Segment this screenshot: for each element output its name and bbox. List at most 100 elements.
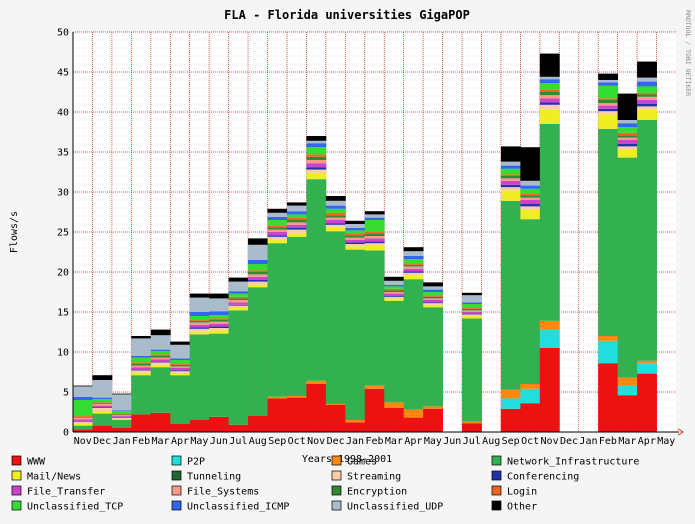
bar-segment xyxy=(598,105,619,109)
bar-segment xyxy=(384,296,405,297)
bar-segment xyxy=(364,243,385,246)
bar-segment xyxy=(306,384,327,432)
bar-segment xyxy=(267,227,288,230)
bar-segment xyxy=(617,377,638,386)
bar-segment xyxy=(384,292,405,294)
bar-segment xyxy=(364,241,385,244)
bar-segment xyxy=(539,124,560,321)
bar-segment xyxy=(325,220,346,224)
bar-segment xyxy=(384,296,405,299)
x-tick-label: May xyxy=(424,436,442,447)
bar-segment xyxy=(520,209,541,220)
bar-segment xyxy=(267,396,288,399)
bar-segment xyxy=(539,104,560,109)
bar-segment xyxy=(384,298,405,301)
bar-segment xyxy=(228,308,249,311)
bar-segment xyxy=(364,238,385,242)
bar-segment xyxy=(170,370,191,372)
bar-segment xyxy=(617,149,638,158)
bar-segment xyxy=(364,385,385,389)
bar-segment xyxy=(286,205,307,212)
bar-segment xyxy=(92,380,113,398)
bar-segment xyxy=(364,214,385,218)
bar-segment xyxy=(286,232,307,237)
bar-segment xyxy=(209,298,230,312)
bar-segment xyxy=(520,197,541,200)
bar-segment xyxy=(423,406,443,409)
legend-label: Streaming xyxy=(347,472,401,483)
bar-segment xyxy=(520,193,541,196)
bar-segment xyxy=(306,147,327,155)
bar-segment xyxy=(209,416,230,432)
bar-segment xyxy=(539,102,560,105)
bar-segment xyxy=(209,293,230,299)
bar-segment xyxy=(92,407,113,408)
bar-segment xyxy=(150,351,171,355)
y-tick-label: 20 xyxy=(57,268,69,279)
legend-swatch xyxy=(491,455,502,466)
bar-segment xyxy=(267,229,288,232)
bar-segment xyxy=(150,356,171,358)
bar-segment xyxy=(520,185,541,189)
legend-label: Mail/News xyxy=(27,472,81,483)
bar-segment xyxy=(500,174,521,176)
bar-segment xyxy=(170,375,191,424)
bar-segment xyxy=(345,242,366,244)
bar-segment xyxy=(384,284,405,287)
x-tick-label: Oct xyxy=(521,436,539,447)
credit-label: RRDTOOL / TOBI OETIKER xyxy=(684,10,692,96)
bar-segment xyxy=(170,372,191,376)
legend-swatch xyxy=(11,500,22,511)
bar-segment xyxy=(345,246,366,250)
bar-segment xyxy=(500,161,521,166)
bar-segment xyxy=(150,359,171,362)
bar-segment xyxy=(286,214,307,218)
legend-swatch xyxy=(171,455,182,466)
y-tick-label: 10 xyxy=(57,348,69,359)
bar-segment xyxy=(637,86,657,93)
x-tick-label: Dec xyxy=(560,436,578,447)
bar-segment xyxy=(228,291,249,294)
bar-segment xyxy=(462,318,482,422)
x-tick-label: Nov xyxy=(307,436,325,447)
bar-segment xyxy=(637,373,657,432)
y-tick-label: 45 xyxy=(57,68,69,79)
x-tick-label: Nov xyxy=(541,436,559,447)
bar-segment xyxy=(150,364,171,368)
legend-swatch xyxy=(11,470,22,481)
bar-segment xyxy=(598,98,619,100)
bar-segment xyxy=(598,340,619,364)
bar-segment xyxy=(617,132,638,136)
x-tick-label: Aug xyxy=(482,436,500,447)
bar-segment xyxy=(539,92,560,96)
bar-segment xyxy=(150,412,171,432)
bar-segment xyxy=(267,235,288,237)
bar-segment xyxy=(111,416,132,417)
bar-segment xyxy=(617,120,638,124)
bar-segment xyxy=(539,329,560,348)
bar-segment xyxy=(500,168,521,175)
bar-segment xyxy=(520,195,541,198)
bar-segment xyxy=(598,100,619,104)
x-tick-label: Feb xyxy=(132,436,150,447)
bar-segment xyxy=(325,200,346,206)
bar-segment xyxy=(462,316,482,319)
x-tick-label: Sep xyxy=(502,436,520,447)
x-tick-label: Jun xyxy=(210,436,228,447)
legend-swatch xyxy=(491,485,502,496)
bar-segment xyxy=(248,274,268,277)
bar-segment xyxy=(150,335,171,350)
bar-segment xyxy=(248,264,268,271)
bar-segment xyxy=(384,300,405,403)
bar-segment xyxy=(325,228,346,232)
x-axis-arrow xyxy=(677,428,684,436)
x-tick-label: Mar xyxy=(152,436,170,447)
bar-segment xyxy=(384,402,405,408)
bar-segment xyxy=(286,222,307,225)
bar-segment xyxy=(598,85,619,99)
legend: WWW P2P Games Network_Infrastructure Mail/Ne… xyxy=(11,455,639,513)
bar-segment xyxy=(539,79,560,84)
y-tick-label: 5 xyxy=(63,388,69,399)
bar-segment xyxy=(384,286,405,289)
bar-segment xyxy=(306,136,327,141)
